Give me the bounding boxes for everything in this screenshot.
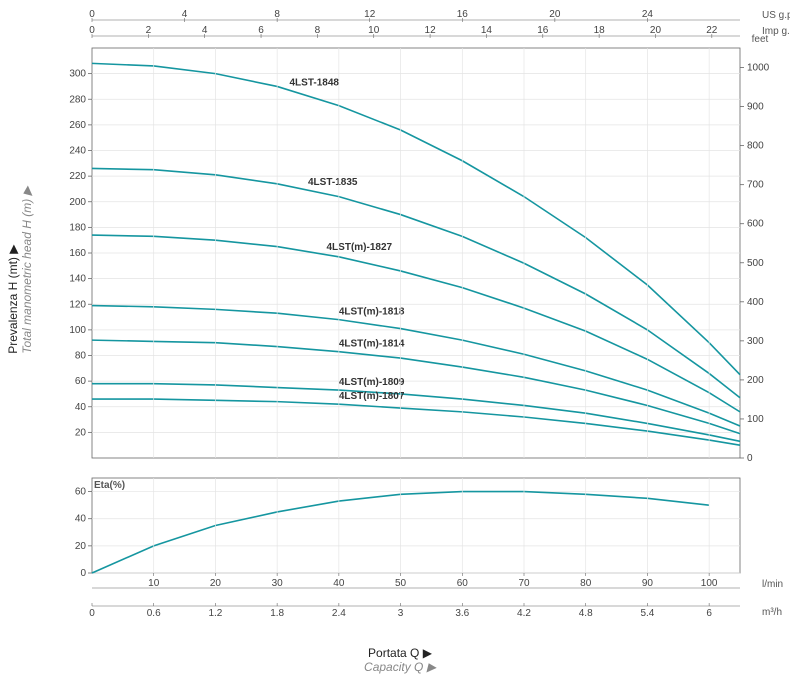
svg-text:5.4: 5.4 — [640, 608, 654, 619]
svg-text:6: 6 — [706, 608, 712, 619]
svg-text:1.2: 1.2 — [208, 608, 222, 619]
svg-text:40: 40 — [75, 514, 87, 525]
svg-text:20: 20 — [549, 9, 561, 20]
svg-text:4.2: 4.2 — [517, 608, 531, 619]
svg-text:30: 30 — [272, 578, 284, 589]
svg-text:10: 10 — [148, 578, 160, 589]
svg-text:180: 180 — [69, 222, 86, 233]
svg-text:200: 200 — [747, 375, 764, 386]
svg-text:280: 280 — [69, 94, 86, 105]
svg-text:70: 70 — [518, 578, 530, 589]
svg-text:140: 140 — [69, 274, 86, 285]
svg-text:3: 3 — [398, 608, 404, 619]
x-axis-label-sub: Capacity Q ▶ — [364, 660, 436, 674]
svg-text:100: 100 — [747, 414, 764, 425]
svg-text:40: 40 — [75, 402, 87, 413]
svg-text:800: 800 — [747, 141, 764, 152]
svg-text:4: 4 — [182, 9, 188, 20]
svg-text:60: 60 — [457, 578, 469, 589]
svg-text:4.8: 4.8 — [579, 608, 593, 619]
svg-text:300: 300 — [747, 336, 764, 347]
svg-text:0.6: 0.6 — [147, 608, 161, 619]
svg-text:20: 20 — [75, 427, 87, 438]
svg-text:24: 24 — [642, 9, 654, 20]
svg-text:14: 14 — [481, 25, 493, 36]
svg-text:700: 700 — [747, 180, 764, 191]
svg-text:260: 260 — [69, 120, 86, 131]
y-axis-label-container: Prevalenza H (mt) ▶ Total manometric hea… — [8, 40, 32, 500]
svg-text:60: 60 — [75, 376, 87, 387]
svg-text:0: 0 — [89, 9, 95, 20]
x-axis-label-main: Portata Q ▶ — [368, 646, 432, 660]
svg-text:6: 6 — [258, 25, 264, 36]
svg-text:US g.p.m: US g.p.m — [762, 10, 790, 21]
svg-text:8: 8 — [315, 25, 321, 36]
svg-text:0: 0 — [89, 25, 95, 36]
svg-text:100: 100 — [69, 325, 86, 336]
svg-text:4LST(m)-1818: 4LST(m)-1818 — [339, 307, 405, 318]
svg-text:4LST-1848: 4LST-1848 — [289, 77, 339, 88]
svg-text:160: 160 — [69, 248, 86, 259]
svg-text:90: 90 — [642, 578, 654, 589]
svg-text:2: 2 — [146, 25, 152, 36]
svg-text:10: 10 — [368, 25, 380, 36]
svg-text:3.6: 3.6 — [455, 608, 469, 619]
y-axis-label-main: Prevalenza H (mt) ▶ — [6, 244, 20, 353]
svg-text:2.4: 2.4 — [332, 608, 346, 619]
svg-text:Imp g.p.m: Imp g.p.m — [762, 26, 790, 37]
svg-text:l/min: l/min — [762, 579, 783, 590]
chart-svg: 2040608010012014016018020022024026028030… — [50, 8, 790, 638]
svg-text:4LST(m)-1807: 4LST(m)-1807 — [339, 391, 405, 402]
svg-text:400: 400 — [747, 297, 764, 308]
svg-text:1.8: 1.8 — [270, 608, 284, 619]
svg-text:4LST(m)-1809: 4LST(m)-1809 — [339, 377, 405, 388]
svg-text:900: 900 — [747, 102, 764, 113]
svg-text:20: 20 — [650, 25, 662, 36]
svg-text:0: 0 — [89, 608, 95, 619]
svg-text:120: 120 — [69, 299, 86, 310]
page: Prevalenza H (mt) ▶ Total manometric hea… — [0, 0, 800, 680]
svg-text:4LST(m)-1814: 4LST(m)-1814 — [339, 339, 405, 350]
svg-text:22: 22 — [706, 25, 718, 36]
svg-text:600: 600 — [747, 219, 764, 230]
svg-text:240: 240 — [69, 146, 86, 157]
y-axis-label: Prevalenza H (mt) ▶ Total manometric hea… — [6, 186, 34, 354]
svg-text:18: 18 — [594, 25, 606, 36]
svg-text:1000: 1000 — [747, 63, 770, 74]
svg-text:20: 20 — [210, 578, 222, 589]
svg-text:80: 80 — [580, 578, 592, 589]
y-axis-label-sub: Total manometric head H (m) ▶ — [20, 186, 34, 354]
svg-text:500: 500 — [747, 258, 764, 269]
svg-text:80: 80 — [75, 351, 87, 362]
svg-text:220: 220 — [69, 171, 86, 182]
svg-text:Eta(%): Eta(%) — [94, 480, 125, 491]
svg-text:m³/h: m³/h — [762, 607, 782, 618]
svg-text:16: 16 — [537, 25, 549, 36]
svg-text:12: 12 — [425, 25, 437, 36]
svg-text:16: 16 — [457, 9, 469, 20]
svg-text:60: 60 — [75, 487, 87, 498]
svg-text:4: 4 — [202, 25, 208, 36]
svg-text:8: 8 — [274, 9, 280, 20]
x-axis-label: Portata Q ▶ Capacity Q ▶ — [0, 646, 800, 674]
svg-text:12: 12 — [364, 9, 376, 20]
svg-text:200: 200 — [69, 197, 86, 208]
svg-text:4LST-1835: 4LST-1835 — [308, 177, 358, 188]
svg-text:50: 50 — [395, 578, 407, 589]
svg-text:4LST(m)-1827: 4LST(m)-1827 — [327, 242, 393, 253]
svg-text:20: 20 — [75, 541, 87, 552]
svg-text:100: 100 — [701, 578, 718, 589]
charts-area: 2040608010012014016018020022024026028030… — [50, 8, 790, 628]
svg-text:0: 0 — [747, 453, 753, 464]
svg-text:300: 300 — [69, 69, 86, 80]
svg-text:40: 40 — [333, 578, 345, 589]
svg-text:0: 0 — [80, 568, 86, 579]
